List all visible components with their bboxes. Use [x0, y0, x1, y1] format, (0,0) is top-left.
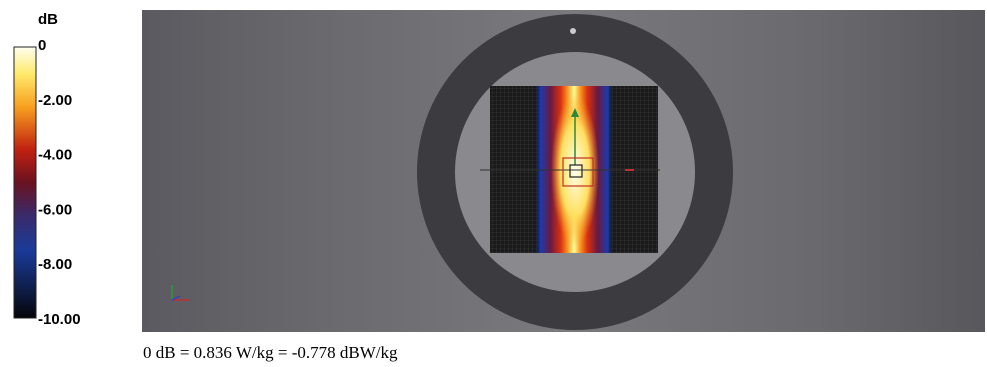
colorbar-tick-label: -10.00	[38, 311, 81, 328]
colorbar-tick-label: -2.00	[38, 92, 72, 109]
caption: 0 dB = 0.836 W/kg = -0.778 dBW/kg	[143, 343, 398, 362]
colorbar-tick-label: -4.00	[38, 147, 72, 164]
colorbar-unit: dB	[38, 11, 58, 28]
colorbar-tick-label: 0	[38, 37, 46, 54]
colorbar-tick-label: -8.00	[38, 256, 72, 273]
colorbar-tick-label: -6.00	[38, 201, 72, 218]
colorbar	[13, 46, 37, 319]
measurement-image	[142, 10, 985, 332]
colorbar-ticks: 0 -2.00 -4.00 -6.00 -8.00 -10.00	[38, 37, 81, 328]
